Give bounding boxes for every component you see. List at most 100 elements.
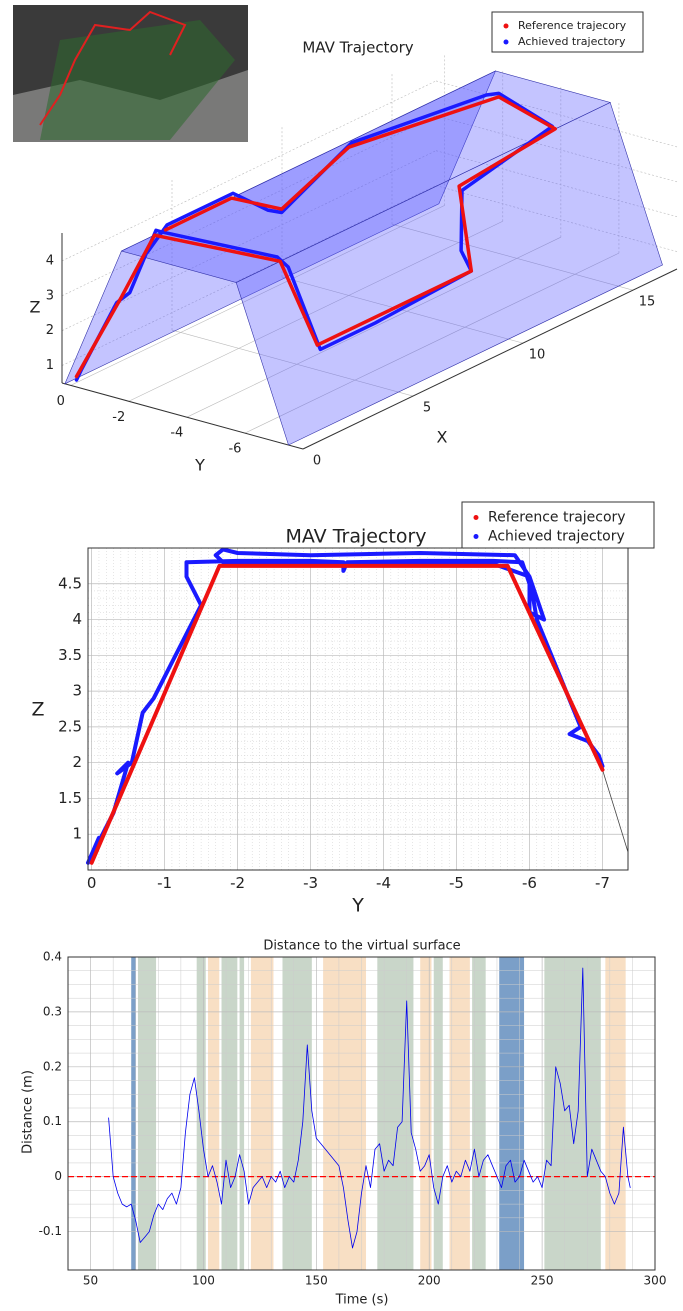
grid-line	[435, 80, 678, 148]
y-tick-label: 4.5	[58, 574, 82, 592]
shaded-span	[137, 957, 157, 1270]
y-tick-label: -0.1	[39, 1224, 62, 1238]
plot-area	[88, 548, 628, 870]
grid-line	[128, 221, 503, 402]
grid-line	[391, 223, 634, 291]
grid-line	[61, 185, 437, 366]
grid-line	[435, 150, 678, 217]
chart-title: MAV Trajectory	[285, 526, 426, 548]
legend-box	[461, 501, 655, 549]
grid-line	[435, 115, 678, 183]
x-tick-label: -5	[449, 874, 464, 892]
x-tick-label: 15	[639, 295, 656, 310]
x-tick-label: 100	[192, 1273, 215, 1287]
shaded-span	[472, 957, 486, 1270]
y-tick-label: 4	[72, 610, 82, 628]
chart-title: MAV Trajectory	[302, 39, 413, 57]
z-tick-label: 3	[46, 288, 54, 303]
shaded-span	[239, 957, 245, 1270]
x-tick-label: -6	[522, 874, 537, 892]
y-tick-label: -6	[228, 442, 241, 457]
plot-frame	[87, 547, 629, 871]
grid-line	[244, 252, 620, 434]
x-tick-label: 200	[418, 1273, 441, 1287]
shaded-span	[196, 957, 206, 1270]
grid-line	[186, 236, 561, 418]
z-axis-label: Z	[30, 298, 41, 317]
series-line	[89, 563, 605, 865]
shaded-span	[323, 957, 367, 1270]
y-tick-label: 1.5	[58, 789, 82, 807]
y-axis-label: Distance (m)	[21, 1070, 36, 1154]
legend-label: Achieved trajectory	[518, 35, 626, 48]
y-tick-label: 3	[72, 682, 82, 700]
chart-title: Distance to the virtual surface	[263, 939, 460, 954]
y-tick-label: 0.3	[43, 1004, 62, 1018]
y-tick-label: 2	[72, 753, 82, 771]
virtual-surface	[235, 102, 663, 446]
shaded-span	[377, 957, 414, 1270]
shaded-span	[221, 957, 238, 1270]
x-tick-label: -1	[157, 874, 172, 892]
grid-line	[61, 80, 437, 262]
x-axis-label: Time (s)	[335, 1293, 389, 1308]
grid-line	[171, 329, 414, 397]
shaded-span	[250, 957, 274, 1270]
x-tick-label: -4	[376, 874, 391, 892]
x-axis-label: Y	[351, 895, 364, 917]
legend-label: Reference trajecory	[488, 510, 626, 526]
series-line	[74, 91, 555, 382]
z-tick-label: 1	[46, 358, 54, 373]
shaded-span	[449, 957, 470, 1270]
y-tick-label: 1	[72, 825, 82, 843]
x-tick-label: 250	[531, 1273, 554, 1287]
grid-line	[70, 205, 445, 386]
shaded-span	[544, 957, 601, 1270]
legend-swatch	[503, 39, 509, 45]
x-tick-label: 50	[83, 1273, 98, 1287]
y-tick-label: 0	[54, 1169, 62, 1183]
x-axis-label: X	[437, 428, 448, 447]
z-tick-label: 2	[46, 323, 54, 338]
x-tick-label: 300	[644, 1273, 667, 1287]
legend-swatch	[503, 23, 509, 29]
y-axis-label: Z	[31, 699, 44, 721]
x-tick-label: -7	[595, 874, 610, 892]
series-line	[108, 967, 631, 1249]
y-tick-label: 0.1	[43, 1114, 62, 1128]
grid-line	[435, 185, 678, 252]
y-tick-label: -4	[170, 426, 183, 441]
series-line	[74, 95, 557, 379]
legend-swatch	[473, 515, 479, 520]
grid-line	[61, 115, 437, 297]
inset-photo	[13, 5, 248, 142]
photo-surface	[40, 20, 235, 140]
grid-line	[61, 150, 437, 331]
z-tick-label: 4	[46, 253, 54, 268]
shaded-span	[131, 957, 136, 1270]
shaded-span	[433, 957, 443, 1270]
x-tick-label: 10	[529, 348, 546, 363]
shaded-span	[420, 957, 432, 1270]
legend-label: Achieved trajectory	[488, 529, 625, 545]
axis-line	[61, 382, 304, 450]
x-tick-label: 150	[305, 1273, 328, 1287]
legend-label: Reference trajecory	[518, 19, 627, 32]
y-axis-label: Y	[194, 456, 205, 475]
shaded-span	[282, 957, 312, 1270]
x-tick-label: 5	[423, 401, 431, 416]
series-line	[602, 769, 629, 853]
shaded-span	[605, 957, 626, 1270]
y-tick-label: 0	[57, 394, 65, 409]
series-line	[86, 547, 605, 865]
plot-frame	[67, 956, 656, 1271]
legend-box	[491, 11, 644, 53]
photo-path	[39, 10, 187, 126]
x-tick-label: -2	[230, 874, 245, 892]
shaded-span	[499, 957, 525, 1270]
x-tick-label: 0	[313, 454, 321, 469]
y-tick-label: -2	[112, 410, 125, 425]
y-tick-label: 0.2	[43, 1059, 62, 1073]
